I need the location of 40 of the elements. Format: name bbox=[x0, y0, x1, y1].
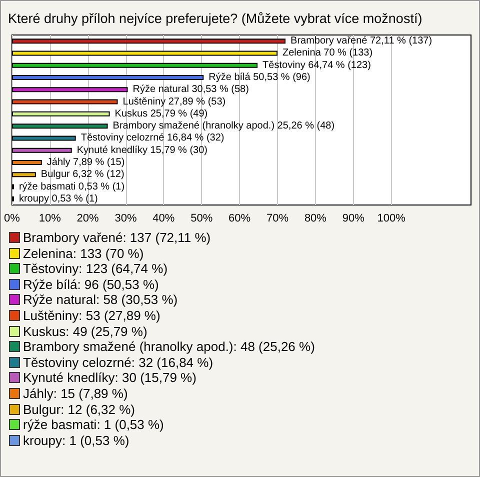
category-label: Brambory smažené (hranolky apod.) 25,26 % (48) bbox=[112, 120, 335, 132]
text: Rýže bílá: 96 (50,53 %) bbox=[23, 276, 159, 292]
text: Těstoviny: 123 (64,74 %) bbox=[23, 261, 168, 276]
x-tick-label: 60% bbox=[228, 212, 251, 224]
category-label: Zelenina 70 % (133) bbox=[282, 48, 373, 59]
category-label: Těstoviny celozrné 16,84 % (32) bbox=[80, 132, 224, 144]
text: Bulgur: 12 (6,32 %) bbox=[23, 402, 136, 417]
category-label: Rýže bílá 50,53 % (96) bbox=[208, 72, 310, 83]
text: Kynuté knedlíky: 30 (15,79 %) bbox=[23, 370, 196, 386]
x-tick-label: 90% bbox=[342, 212, 365, 224]
text: Těstoviny celozrné: 32 (16,84 %) bbox=[23, 354, 214, 370]
category-label: Kynuté knedlíky 15,79 % (30) bbox=[76, 144, 208, 156]
x-tick-label: 10% bbox=[38, 212, 62, 224]
text: rýže basmati: 1 (0,53 %) bbox=[23, 417, 164, 432]
text: Zelenina: 133 (70 %) bbox=[23, 246, 144, 261]
text: Kuskus: 49 (25,79 %) bbox=[23, 324, 148, 339]
x-tick-label: 50% bbox=[190, 212, 213, 224]
text: kroupy: 1 (0,53 %) bbox=[23, 432, 130, 448]
category-label: Luštěniny 27,89 % (53) bbox=[122, 96, 226, 108]
x-tick-label: 40% bbox=[152, 212, 175, 224]
x-tick-label: 0% bbox=[4, 212, 20, 224]
category-label: Kuskus 25,79 % (49) bbox=[114, 108, 208, 120]
x-tick-label: 80% bbox=[304, 212, 327, 224]
text: Brambory smažené (hranolky apod.): 48 (25,26 %) bbox=[23, 339, 315, 354]
category-label: Rýže natural 30,53 % (58) bbox=[132, 84, 249, 96]
text: Luštěniny: 53 (27,89 %) bbox=[23, 308, 160, 323]
x-tick-label: 70% bbox=[266, 212, 289, 224]
category-label: Bulgur 6,32 % (12) bbox=[40, 169, 124, 180]
x-tick-label: 100% bbox=[377, 212, 406, 224]
x-tick-label: 30% bbox=[114, 212, 137, 224]
category-label: Brambory vařené 72,11 % (137) bbox=[290, 36, 432, 47]
category-label: Těstoviny 64,74 % (123) bbox=[262, 60, 371, 71]
text: Brambory vařené: 137 (72,11 %) bbox=[23, 230, 211, 245]
category-label: Jáhly 7,89 % (15) bbox=[46, 157, 125, 168]
text: Jáhly: 15 (7,89 %) bbox=[23, 386, 128, 401]
x-tick-label: 20% bbox=[76, 212, 100, 224]
category-label: kroupy 0,53 % (1) bbox=[18, 193, 98, 204]
chart-title: Které druhy příloh nejvíce preferujete? (Můžete vybrat více možností) bbox=[8, 11, 422, 26]
text: Rýže natural: 58 (30,53 %) bbox=[23, 292, 178, 308]
category-label: rýže basmati 0,53 % (1) bbox=[18, 181, 125, 192]
